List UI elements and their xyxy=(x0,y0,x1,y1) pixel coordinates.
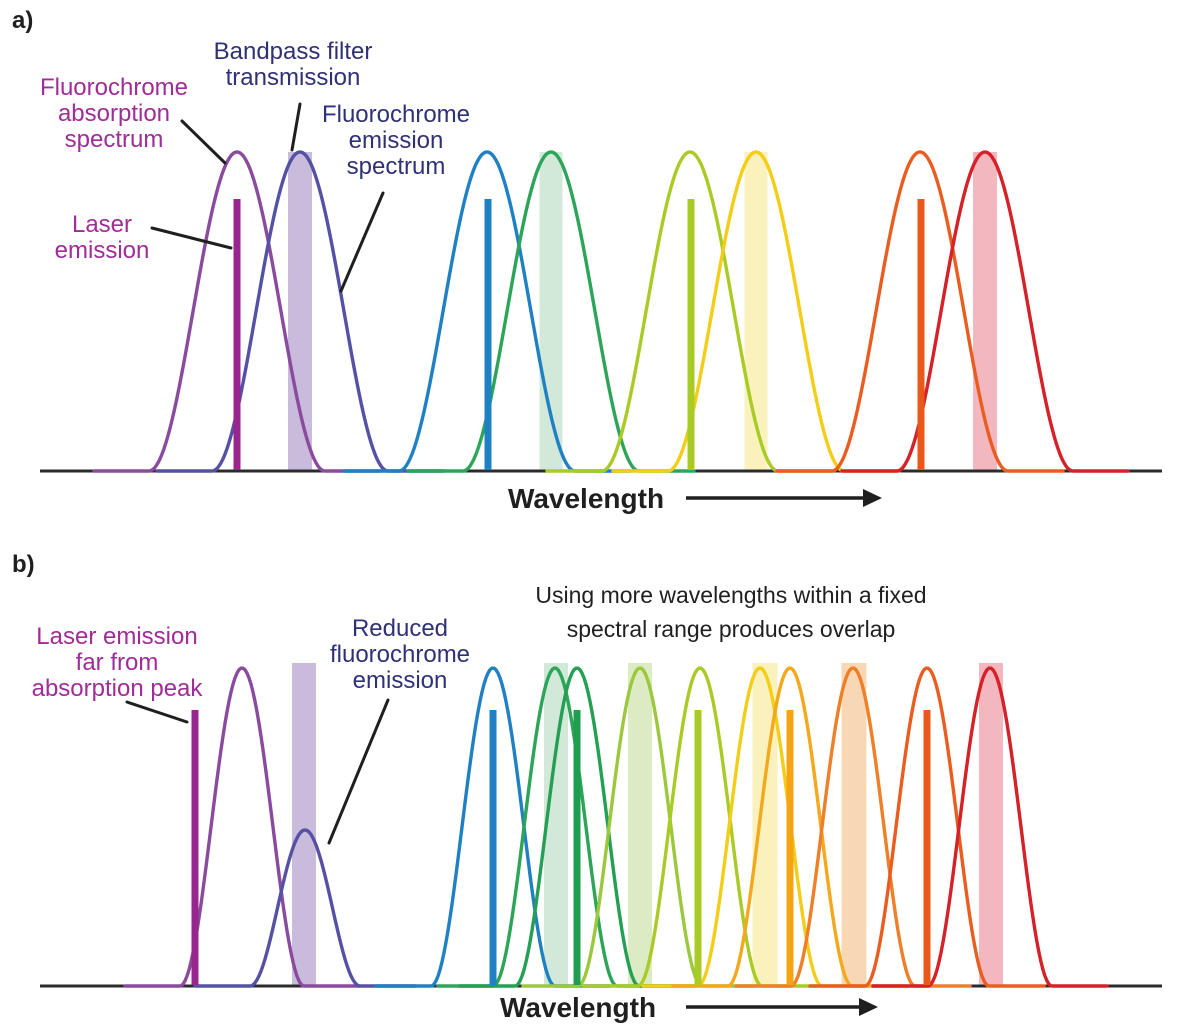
fluorochrome-6-emission-curve xyxy=(871,666,1109,988)
wavelength-arrow-head xyxy=(859,998,878,1016)
bandpass-filter-band xyxy=(628,663,652,986)
x-axis-label-panel-a: Wavelength xyxy=(507,483,665,514)
label-laser-emission: Laser emission xyxy=(54,211,150,264)
fluorochrome-6-absorption-curve xyxy=(808,666,1046,988)
leader-line xyxy=(339,191,385,293)
leader-line xyxy=(327,698,390,845)
panel-a-tag: a) xyxy=(12,7,34,34)
bandpass-filter-band xyxy=(979,663,1003,986)
label-fluorochrome-absorption-spectrum: Fluorochrome absorption spectrum xyxy=(39,74,189,153)
leader-line xyxy=(125,700,189,724)
label-fluorochrome-emission-spectrum: Fluorochrome emission spectrum xyxy=(321,101,471,180)
leader-line xyxy=(180,119,227,165)
fluorochrome-4-emission-curve xyxy=(840,150,1130,473)
leader-line xyxy=(290,102,302,152)
x-axis-label-panel-b: Wavelength xyxy=(499,992,657,1023)
fluorochrome-4-absorption-curve xyxy=(775,150,1065,473)
panel-b-title: Using more wavelengths within a fixed sp… xyxy=(535,582,927,642)
bandpass-filter-band xyxy=(841,663,867,986)
fluorochrome-1-absorption-curve xyxy=(123,666,361,988)
leader-line xyxy=(150,226,233,250)
wavelength-arrow-head xyxy=(863,489,882,507)
bandpass-filter-band xyxy=(288,152,312,471)
label-bandpass-filter-transmission: Bandpass filter transmission xyxy=(213,38,373,91)
fluorochrome-1-absorption-curve xyxy=(92,150,382,473)
panel-b-tag: b) xyxy=(12,551,35,578)
label-reduced-fluorochrome-emission: Reduced fluorochrome emission xyxy=(329,615,471,694)
bandpass-filter-band xyxy=(292,663,316,986)
label-laser-emission-far-from-absorption-peak: Laser emission far from absorption peak xyxy=(31,623,203,702)
